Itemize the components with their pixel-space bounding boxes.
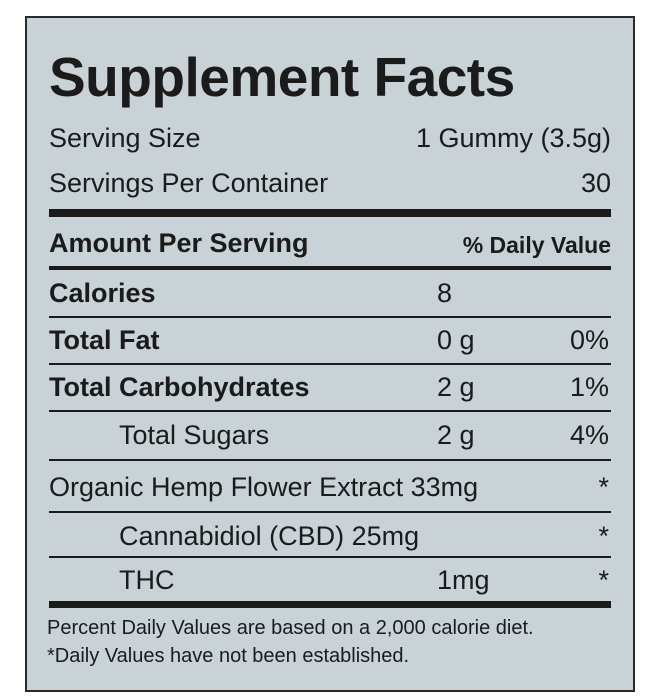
- daily-value-header: % Daily Value: [462, 232, 611, 258]
- row-label: Calories: [49, 278, 156, 308]
- row-label: Cannabidiol (CBD) 25mg: [119, 521, 420, 551]
- row-rule: [49, 316, 611, 318]
- row-daily-value: 0%: [569, 325, 609, 355]
- row-amount: 2 g: [437, 420, 475, 450]
- thick-rule: [49, 209, 611, 217]
- header-rule: [49, 266, 611, 270]
- row-label: THC: [119, 565, 175, 595]
- row-daily-value: *: [598, 521, 609, 551]
- serving-size-value: 1 Gummy (3.5g): [415, 123, 611, 153]
- row-rule: [49, 410, 611, 412]
- row-rule: [49, 556, 611, 558]
- row-rule: [49, 511, 611, 513]
- row-daily-value: 1%: [569, 372, 609, 402]
- amount-header: Amount Per Serving: [49, 228, 309, 258]
- servings-label: Servings Per Container: [49, 168, 329, 198]
- row-daily-value: *: [598, 565, 609, 595]
- row-amount: 2 g: [437, 372, 475, 402]
- row-daily-value: *: [598, 472, 609, 502]
- row-amount: 0 g: [437, 325, 475, 355]
- servings-value: 30: [580, 168, 611, 198]
- row-amount: 8: [437, 278, 453, 308]
- row-label: Total Fat: [49, 325, 160, 355]
- row-rule: [49, 459, 611, 461]
- row-daily-value: 4%: [569, 420, 609, 450]
- thick-rule: [49, 601, 611, 608]
- facts-panel: Supplement Facts Serving Size 1 Gummy (3…: [25, 16, 635, 692]
- title: Supplement Facts: [49, 46, 515, 108]
- row-label: Organic Hemp Flower Extract 33mg: [49, 472, 479, 502]
- footnote: *Daily Values have not been established.: [47, 645, 410, 667]
- row-label: Total Carbohydrates: [49, 372, 310, 402]
- row-label: Total Sugars: [119, 420, 270, 450]
- footnote: Percent Daily Values are based on a 2,00…: [47, 617, 534, 639]
- row-rule: [49, 363, 611, 365]
- row-amount: 1mg: [437, 565, 490, 595]
- serving-size-label: Serving Size: [49, 123, 201, 153]
